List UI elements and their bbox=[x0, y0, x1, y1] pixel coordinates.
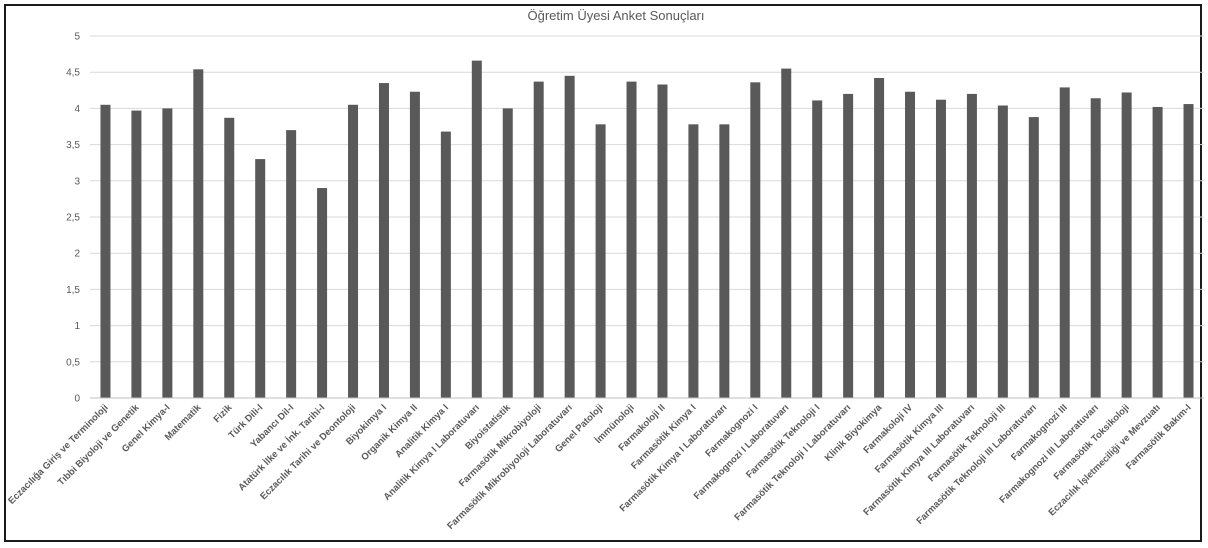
bar bbox=[471, 60, 482, 399]
y-tick-label: 4,5 bbox=[66, 68, 80, 79]
x-tick-label: Fizik bbox=[212, 402, 235, 425]
bar bbox=[224, 117, 235, 398]
y-tick-label: 0 bbox=[74, 394, 80, 405]
bar bbox=[626, 81, 637, 398]
bar bbox=[657, 84, 668, 399]
bar bbox=[502, 108, 513, 399]
x-tick-label: Klinik Biyokimya bbox=[823, 402, 885, 464]
bars bbox=[100, 60, 1194, 399]
bar bbox=[255, 159, 266, 398]
bar bbox=[131, 110, 142, 399]
bar bbox=[100, 104, 111, 398]
bar bbox=[286, 130, 297, 398]
gridlines bbox=[90, 35, 1204, 363]
bar bbox=[1090, 98, 1101, 398]
y-tick-label: 3,5 bbox=[66, 140, 80, 151]
bar bbox=[1028, 117, 1039, 398]
chart-title: Öğretim Üyesi Anket Sonuçları bbox=[527, 8, 704, 23]
bar bbox=[595, 124, 606, 398]
bar bbox=[1059, 87, 1070, 399]
bar bbox=[905, 91, 916, 399]
bar bbox=[409, 91, 420, 399]
x-tick-label: Analitik Kimya I bbox=[393, 402, 451, 460]
bar bbox=[781, 68, 792, 398]
bar bbox=[533, 81, 544, 398]
x-tick-label: Farmasötik Kimya III Laboratuvarı bbox=[861, 402, 977, 518]
bar bbox=[348, 104, 359, 398]
bar bbox=[750, 82, 761, 398]
bar bbox=[1183, 104, 1194, 398]
y-tick-label: 2,5 bbox=[66, 213, 80, 224]
y-tick-label: 3 bbox=[74, 176, 80, 187]
x-tick-label: Eczacılık İşletmeciliği ve Mevzuatı bbox=[1047, 402, 1163, 518]
y-tick-label: 2 bbox=[74, 249, 80, 260]
bar bbox=[1121, 92, 1132, 399]
bar bbox=[317, 188, 328, 398]
y-tick-label: 4 bbox=[74, 104, 80, 115]
bar bbox=[935, 99, 946, 398]
bar bbox=[966, 93, 977, 399]
bar bbox=[843, 93, 854, 399]
x-tick-label: Organik Kimya II bbox=[359, 402, 420, 463]
bar bbox=[874, 77, 885, 398]
bar bbox=[162, 108, 173, 399]
bar bbox=[997, 105, 1008, 398]
bar bbox=[193, 69, 204, 398]
y-tick-label: 5 bbox=[74, 32, 80, 43]
y-tick-label: 0,5 bbox=[66, 357, 80, 368]
bar bbox=[378, 83, 389, 398]
bar bbox=[688, 124, 699, 398]
bar bbox=[812, 100, 823, 398]
y-axis-ticks: 0 0,5 1 1,5 2 2,5 3 3,5 4 4,5 5 bbox=[66, 32, 80, 405]
bar bbox=[440, 131, 451, 398]
y-tick-label: 1 bbox=[74, 321, 80, 332]
x-tick-label: Farmasötik Teknoloji I Laboratuvarı bbox=[732, 402, 853, 523]
bar bbox=[1152, 106, 1163, 399]
x-tick-label: Farmakognozi III bbox=[1009, 402, 1070, 463]
bar bbox=[564, 75, 575, 398]
y-tick-label: 1,5 bbox=[66, 285, 80, 296]
bar bbox=[719, 124, 730, 398]
